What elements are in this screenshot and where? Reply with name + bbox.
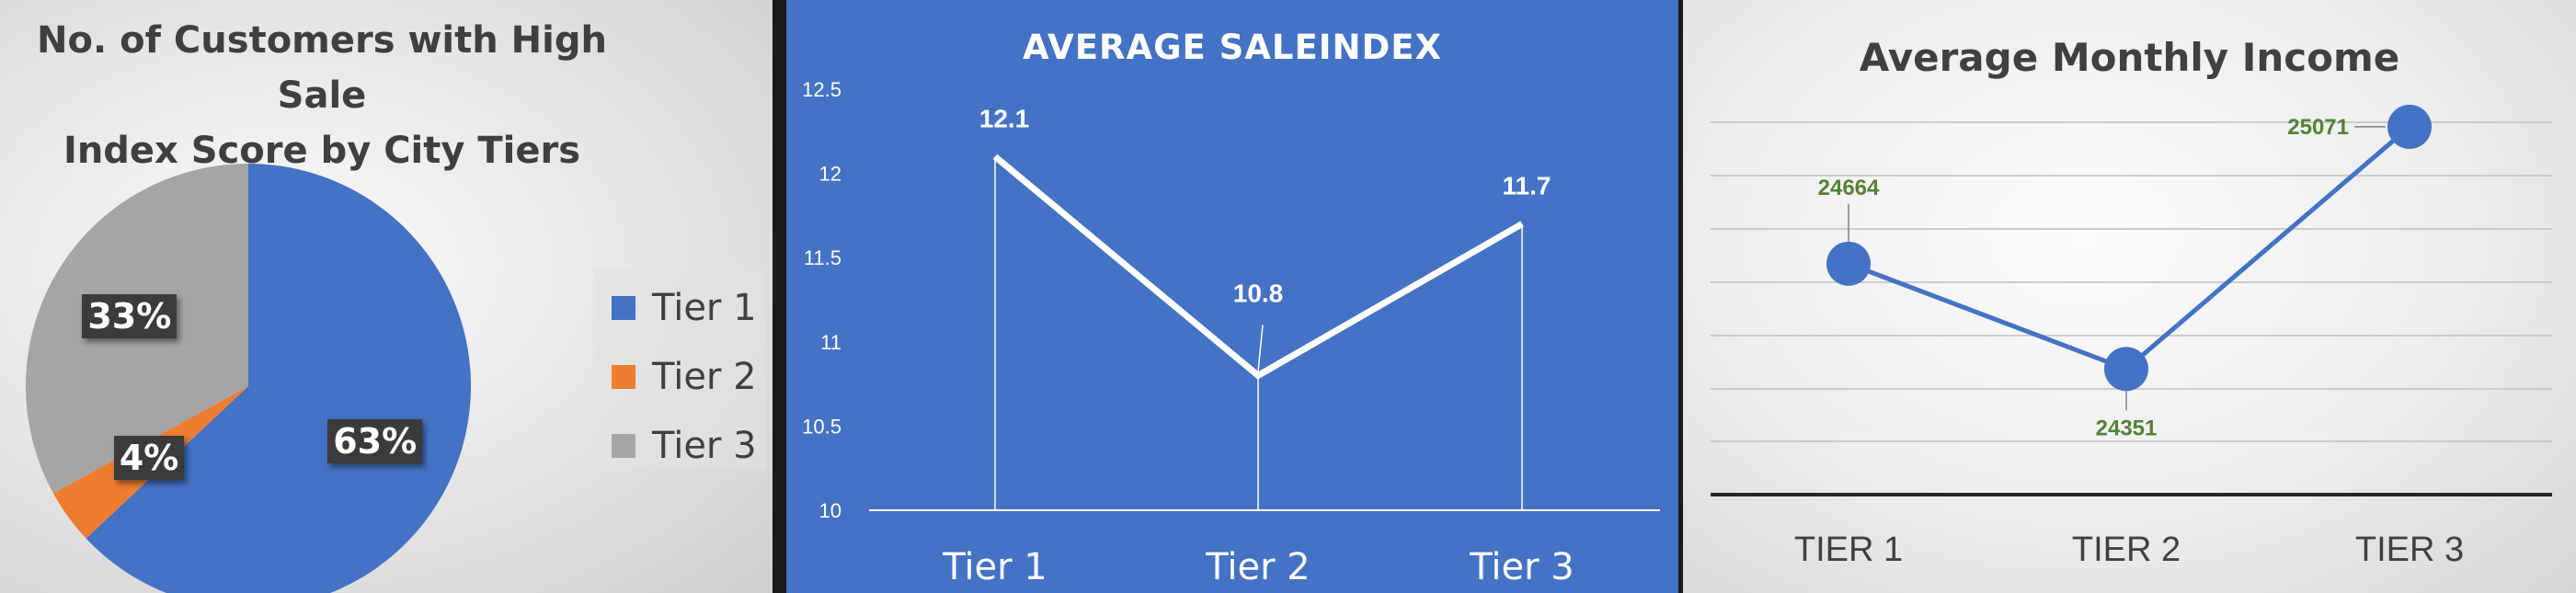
legend-item-tier-1: Tier 1 <box>612 285 757 331</box>
legend-swatch-tier-2 <box>612 365 635 389</box>
income-chart-title: Average Monthly Income <box>1859 35 2400 80</box>
y-tick-label: 12 <box>819 163 841 186</box>
income-data-point <box>1826 241 1871 286</box>
pie-chart-panel: No. of Customers with High Sale Index Sc… <box>0 0 773 593</box>
data-label-leader-line <box>1257 325 1264 372</box>
saleindex-series-line <box>992 154 1524 380</box>
income-chart-panel: Average Monthly Income TIER 1 TIER 2 TIER … <box>1683 0 2576 593</box>
legend-item-tier-3: Tier 3 <box>612 423 757 469</box>
income-series-line <box>1848 125 2411 372</box>
legend-swatch-tier-3 <box>612 434 635 458</box>
legend-label-tier-2: Tier 2 <box>652 356 757 398</box>
data-label: 25071 <box>2287 115 2349 140</box>
x-tick-label-tier-2: TIER 2 <box>2072 530 2181 569</box>
income-data-point <box>2104 347 2148 392</box>
legend-item-tier-2: Tier 2 <box>612 354 757 400</box>
legend-swatch-tier-1 <box>612 296 635 320</box>
y-tick-label: 10.5 <box>802 415 841 438</box>
y-tick-label: 11 <box>820 331 841 354</box>
pie-data-label-tier-1: 63% <box>327 418 423 463</box>
x-tick-label-tier-2: Tier 2 <box>1205 546 1311 588</box>
legend-label-tier-3: Tier 3 <box>652 425 757 467</box>
saleindex-line-chart: 10 10.5 11 11.5 12 12.5 Tier 1 Tier 2 Tier 3 12.1… <box>802 78 1660 588</box>
y-tick-label: 10 <box>819 499 841 522</box>
data-label: 11.7 <box>1503 172 1551 200</box>
income-line-chart: TIER 1 TIER 2 TIER 3 24664 24351 25071 <box>1711 104 2552 569</box>
pie-chart-title: No. of Customers with High Sale Index Sc… <box>0 13 644 178</box>
pie-chart-title-line-1: No. of Customers with High Sale <box>37 19 607 117</box>
pie-chart <box>26 164 471 593</box>
pie-slice-tier-1 <box>86 164 471 593</box>
y-tick-label: 11.5 <box>804 246 841 269</box>
pie-data-label-tier-3: 33% <box>82 293 177 338</box>
x-tick-label-tier-1: TIER 1 <box>1794 530 1903 569</box>
x-tick-label-tier-1: Tier 1 <box>942 546 1048 588</box>
pie-data-label-tier-2: 4% <box>113 436 185 481</box>
data-label: 10.8 <box>1233 279 1284 307</box>
pie-chart-title-line-2: Index Score by City Tiers <box>63 130 581 172</box>
saleindex-chart-title: AVERAGE SALEINDEX <box>1022 28 1443 67</box>
data-label: 12.1 <box>979 104 1030 132</box>
data-label: 24351 <box>2096 416 2158 440</box>
x-tick-label-tier-3: TIER 3 <box>2355 530 2464 569</box>
data-label: 24664 <box>1818 176 1880 200</box>
x-tick-label-tier-3: Tier 3 <box>1469 546 1574 588</box>
pie-legend: Tier 1 Tier 2 Tier 3 <box>593 267 766 469</box>
legend-label-tier-1: Tier 1 <box>652 287 757 329</box>
y-tick-label: 12.5 <box>802 78 841 101</box>
income-data-point <box>2387 104 2432 149</box>
saleindex-chart-panel: AVERAGE SALEINDEX 10 10.5 11 11.5 12 12.5 Tier… <box>786 0 1678 593</box>
